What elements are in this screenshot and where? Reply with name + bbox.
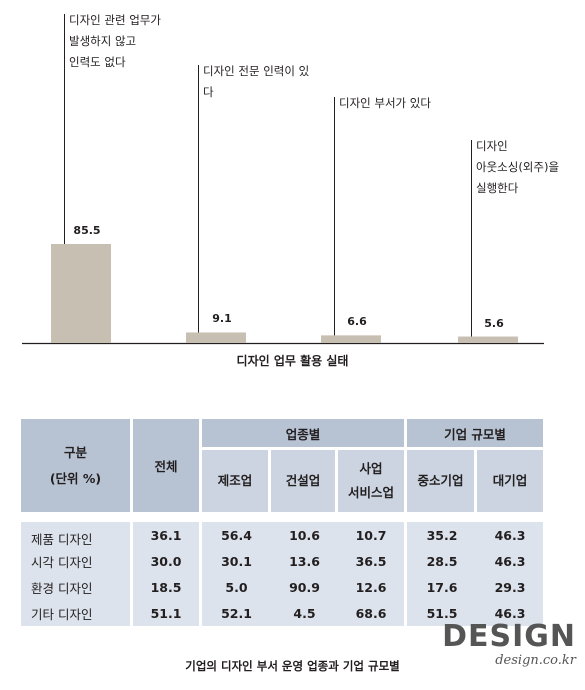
bar-3 — [321, 335, 381, 343]
table-row: 기타 디자인 51.1 52.1 4.5 68.6 51.5 46.3 — [21, 600, 543, 626]
category-annotation-3: 디자인 부서가 있다 — [339, 96, 431, 110]
data-table: 구분 (단위 %) 전체 업종별 기업 규모별 제조업 건설업 사업 서비스업 중소기… — [21, 419, 543, 626]
row-label: 제품 디자인 — [21, 522, 133, 548]
header-total: 전체 — [133, 419, 202, 512]
row-label: 시각 디자인 — [21, 548, 133, 574]
logo-sub-text: design.co.kr — [495, 653, 576, 668]
column-header-5: 대기업 — [477, 450, 543, 512]
table-cell: 18.5 — [133, 574, 202, 600]
table-cell: 30.1 — [202, 548, 271, 574]
column-header-3: 사업 서비스업 — [338, 450, 407, 512]
column-header-4: 중소기업 — [407, 450, 477, 512]
logo-main-text: DESIGN — [442, 619, 576, 654]
category-annotation-2: 디자인 전문 인력이 있 다 — [203, 64, 310, 99]
value-label-3: 6.6 — [347, 315, 367, 329]
table-cell: 68.6 — [338, 600, 407, 626]
value-label-1: 85.5 — [73, 224, 101, 237]
table-cell: 52.1 — [202, 600, 271, 626]
table-row: 시각 디자인 30.0 30.1 13.6 36.5 28.5 46.3 — [21, 548, 543, 574]
table-cell: 35.2 — [407, 522, 477, 548]
table-cell: 56.4 — [202, 522, 271, 548]
chart-title: 디자인 업무 활용 실태 — [236, 354, 349, 368]
design-logo: DESIGN design.co.kr — [442, 619, 576, 669]
table-cell: 51.5 — [407, 600, 477, 626]
category-annotation-1: 디자인 관련 업무가 발생하지 않고 인력도 없다 — [69, 13, 161, 69]
value-label-2: 9.1 — [212, 312, 232, 326]
table-caption: 기업의 디자인 부서 운영 업종과 기업 규모별 — [185, 659, 400, 673]
bar-1 — [51, 244, 111, 343]
table-row: 환경 디자인 18.5 5.0 90.9 12.6 17.6 29.3 — [21, 574, 543, 600]
bar-4 — [458, 336, 518, 343]
table-cell: 90.9 — [271, 574, 338, 600]
table-row: 제품 디자인 36.1 56.4 10.6 10.7 35.2 46.3 — [21, 522, 543, 548]
category-annotation-4: 디자인 아웃소싱(외주)을 실행한다 — [476, 139, 560, 195]
table-cell: 10.7 — [338, 522, 407, 548]
header-industry-group: 업종별 — [202, 419, 407, 450]
table-cell: 12.6 — [338, 574, 407, 600]
table-cell: 17.6 — [407, 574, 477, 600]
table-cell: 36.1 — [133, 522, 202, 548]
table-cell: 46.3 — [477, 522, 543, 548]
value-label-4: 5.6 — [484, 316, 504, 330]
header-group-label: 구분 (단위 %) — [21, 419, 133, 512]
bar-chart — [22, 14, 544, 345]
table-cell: 51.1 — [133, 600, 202, 626]
column-header-1: 제조업 — [202, 450, 271, 512]
table-cell: 13.6 — [271, 548, 338, 574]
row-label: 기타 디자인 — [21, 600, 133, 626]
table-cell: 28.5 — [407, 548, 477, 574]
table-body: 제품 디자인 36.1 56.4 10.6 10.7 35.2 46.3 시각 디자인 30.0… — [21, 522, 543, 626]
table-cell: 4.5 — [271, 600, 338, 626]
table-cell: 36.5 — [338, 548, 407, 574]
row-label: 환경 디자인 — [21, 574, 133, 600]
column-header-2: 건설업 — [271, 450, 338, 512]
table-cell: 46.3 — [477, 600, 543, 626]
header-size-group: 기업 규모별 — [407, 419, 543, 450]
table-cell: 5.0 — [202, 574, 271, 600]
bar-2 — [186, 332, 246, 343]
table-cell: 10.6 — [271, 522, 338, 548]
table-cell: 30.0 — [133, 548, 202, 574]
table-cell: 46.3 — [477, 548, 543, 574]
table-cell: 29.3 — [477, 574, 543, 600]
subheader-row: 제조업 건설업 사업 서비스업 중소기업 대기업 — [21, 450, 543, 512]
